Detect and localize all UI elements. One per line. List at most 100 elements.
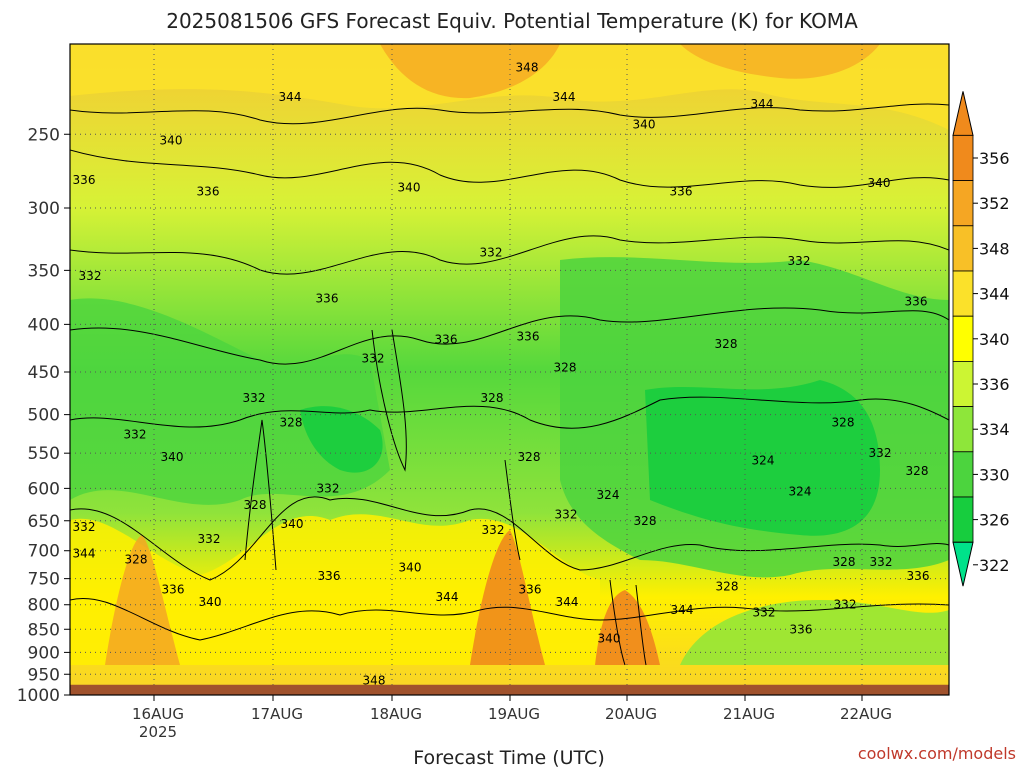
contour-label: 332 (869, 446, 892, 460)
contour-label: 336 (318, 569, 341, 583)
contour-line (70, 307, 949, 365)
x-tick-label: 19AUG (488, 705, 540, 723)
contour-label: 340 (598, 632, 621, 646)
contour-label: 344 (556, 595, 579, 609)
contour-label: 324 (752, 453, 775, 467)
contour-label: 328 (244, 498, 267, 512)
contour-label: 336 (435, 332, 458, 346)
contour-label: 332 (555, 507, 578, 521)
field-upper-orange (380, 44, 560, 99)
x-tick-label: 16AUG (132, 705, 184, 723)
colorbar-swatch (952, 360, 974, 407)
contour-lines (70, 103, 949, 666)
y-tick-label: 600 (28, 479, 60, 499)
contour-label: 328 (554, 360, 577, 374)
field-low-orange-3 (595, 590, 660, 665)
contour-label: 344 (436, 590, 459, 604)
contour-label: 344 (73, 547, 96, 561)
contour-label: 332 (317, 481, 340, 495)
x-tick-label: 17AUG (251, 705, 303, 723)
field-low-yellow (70, 514, 600, 665)
ground-terrain (70, 684, 949, 695)
y-tick-label: 650 (28, 512, 60, 532)
contour-label: 344 (553, 90, 576, 104)
y-tick-label: 550 (28, 444, 60, 464)
x-axis-label: Forecast Time (UTC) (413, 747, 604, 768)
contour-label: 328 (125, 552, 148, 566)
y-tick-label: 1000 (17, 686, 60, 706)
contour-label: 340 (281, 517, 304, 531)
contour-label: 332 (480, 246, 503, 260)
contour-line (70, 598, 949, 641)
field-core-cyan (645, 380, 880, 536)
y-tick-label: 500 (28, 406, 60, 426)
contour-label: 340 (161, 450, 184, 464)
contour-label: 332 (243, 391, 266, 405)
contour-label: 340 (868, 176, 891, 190)
y-tick-label: 350 (28, 261, 60, 281)
colorbar: 356 352 348 344 340 336 334 330 326 322 (952, 91, 1010, 587)
contour-label: 332 (124, 427, 147, 441)
contour-line (371, 329, 407, 472)
contour-label: 328 (518, 450, 541, 464)
x-tick-label: 18AUG (370, 705, 422, 723)
contour-label: 332 (198, 532, 221, 546)
contour-label: 336 (162, 582, 185, 596)
x-tick-label: 20AUG (605, 705, 657, 723)
contour-label: 332 (834, 598, 857, 612)
contour-label: 324 (789, 485, 812, 499)
colorbar-bottom-arrow (952, 541, 974, 587)
colorbar-swatch (952, 496, 974, 543)
colorbar-swatch (952, 180, 974, 227)
contour-line (70, 103, 949, 125)
contour-line (244, 419, 277, 571)
chart-title: 2025081506 GFS Forecast Equiv. Potential… (166, 9, 858, 33)
y-tick-label: 750 (28, 570, 60, 590)
contour-label: 336 (905, 294, 928, 308)
contour-label: 336 (670, 184, 693, 198)
y-tick-label: 700 (28, 542, 60, 562)
field-upper-orange-right (680, 44, 880, 79)
colorbar-label: 352 (979, 194, 1010, 213)
colorbar-label: 322 (979, 556, 1010, 575)
contour-label: 332 (482, 523, 505, 537)
contour-label: 328 (481, 391, 504, 405)
colorbar-label: 336 (979, 375, 1010, 394)
colorbar-swatch (952, 406, 974, 453)
contour-label: 328 (906, 464, 929, 478)
colorbar-swatch (952, 225, 974, 272)
contour-label: 336 (519, 582, 542, 596)
y-tick-label: 950 (28, 665, 60, 685)
contour-label: 332 (79, 269, 102, 283)
contour-labels: 348 344 344 344 340 340 340 336 336 340 336 332 332 3… (73, 61, 930, 688)
contour-line (609, 579, 626, 666)
contour-line (70, 396, 949, 429)
contour-label: 332 (870, 555, 893, 569)
contour-label: 336 (197, 184, 220, 198)
contour-label: 336 (907, 569, 930, 583)
field-low-orange-1 (105, 535, 180, 665)
contour-line (635, 584, 647, 666)
colorbar-label: 334 (979, 420, 1010, 439)
contour-label: 348 (363, 674, 386, 688)
y-tick-label: 400 (28, 315, 60, 335)
credit-text: coolwx.com/models (858, 744, 1016, 763)
contour-label: 336 (790, 622, 813, 636)
colorbar-swatch (952, 270, 974, 317)
colorbar-label: 326 (979, 511, 1010, 530)
contour-line (70, 496, 949, 581)
contour-line (70, 235, 949, 275)
y-axis: 250 300 350 400 450 500 550 600 650 700 750 800 850 9… (17, 125, 70, 706)
colorbar-top-arrow (952, 91, 974, 136)
contour-label: 344 (671, 603, 694, 617)
y-tick-label: 800 (28, 596, 60, 616)
contour-label: 336 (316, 291, 339, 305)
x-tick-sublabel: 2025 (139, 723, 177, 741)
gridlines (70, 44, 949, 695)
contour-label: 336 (517, 329, 540, 343)
contour-label: 332 (753, 605, 776, 619)
colorbar-swatch (952, 134, 974, 181)
contour-label: 324 (597, 488, 620, 502)
field-core-cyan-2 (300, 406, 383, 473)
